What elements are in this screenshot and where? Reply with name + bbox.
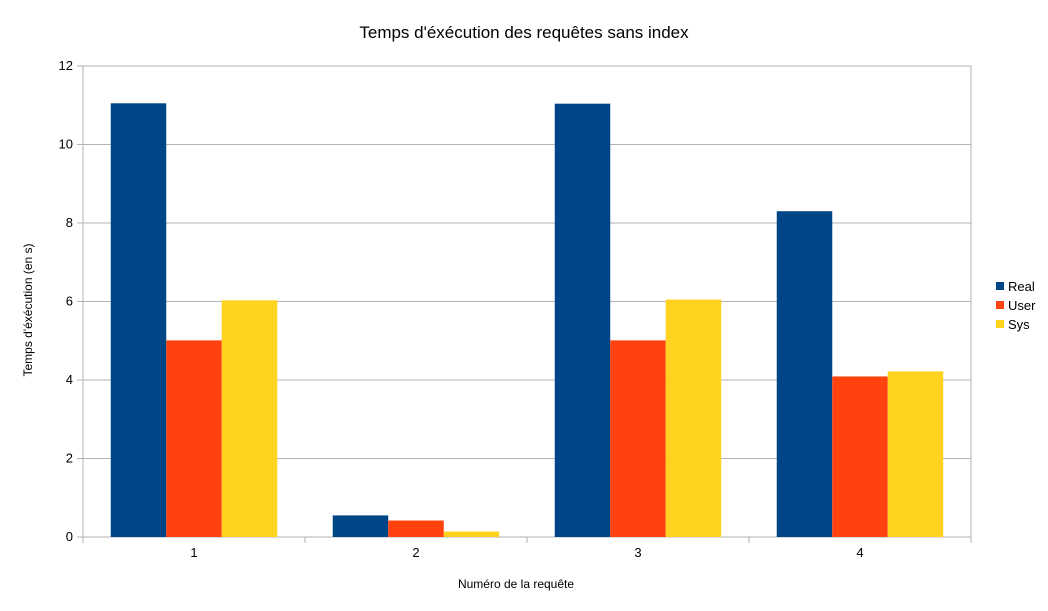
y-tick-label: 8: [66, 215, 73, 230]
y-tick-label: 6: [66, 294, 73, 309]
bar-user-4: [832, 376, 888, 537]
chart-title: Temps d'éxécution des requêtes sans inde…: [359, 23, 689, 42]
y-tick-label: 10: [59, 137, 73, 152]
bar-sys-2: [443, 531, 500, 537]
legend-swatch-sys: [996, 320, 1004, 328]
bar-real-4: [776, 211, 833, 537]
y-tick-label: 4: [66, 372, 73, 387]
x-tick-label: 1: [190, 545, 197, 560]
x-axis-label: Numéro de la requête: [458, 577, 574, 591]
legend-swatch-real: [996, 282, 1004, 290]
x-tick-label: 3: [634, 545, 641, 560]
legend-label-real: Real: [1008, 279, 1035, 294]
y-axis-label: Temps d'éxécution (en s): [21, 243, 35, 376]
bar-user-1: [166, 340, 222, 537]
legend-label-user: User: [1008, 298, 1036, 313]
bar-real-1: [110, 103, 167, 537]
x-tick-label: 2: [412, 545, 419, 560]
bar-sys-4: [887, 371, 944, 537]
legend-label-sys: Sys: [1008, 317, 1030, 332]
bar-user-2: [388, 520, 444, 537]
x-axis-ticks: 1 2 3 4: [82, 537, 972, 560]
bar-real-3: [554, 103, 611, 538]
y-tick-label: 0: [66, 529, 73, 544]
bars: [110, 103, 944, 538]
legend-swatch-user: [996, 301, 1004, 309]
bar-sys-3: [665, 299, 722, 537]
x-tick-label: 4: [856, 545, 863, 560]
y-axis-ticks: 0 2 4 6 8 10 12: [59, 58, 83, 544]
y-tick-label: 2: [66, 451, 73, 466]
bar-sys-1: [221, 300, 278, 537]
legend: Real User Sys: [996, 279, 1036, 332]
y-tick-label: 12: [59, 58, 73, 73]
bar-user-3: [610, 340, 666, 537]
bar-real-2: [332, 515, 389, 537]
